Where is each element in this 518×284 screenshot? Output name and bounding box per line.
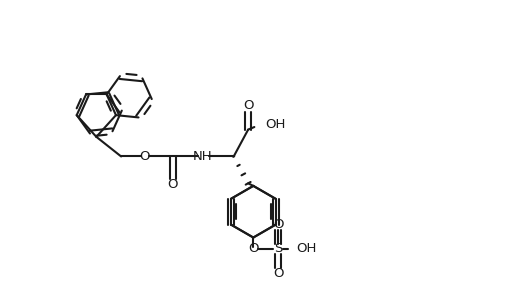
- Text: O: O: [273, 218, 283, 231]
- Text: S: S: [274, 242, 282, 255]
- Text: OH: OH: [296, 242, 316, 255]
- Text: O: O: [139, 150, 150, 163]
- Text: O: O: [167, 178, 178, 191]
- Text: O: O: [248, 242, 258, 255]
- Text: NH: NH: [193, 150, 212, 163]
- Text: O: O: [243, 99, 253, 112]
- Text: OH: OH: [265, 118, 285, 131]
- Text: O: O: [273, 267, 283, 280]
